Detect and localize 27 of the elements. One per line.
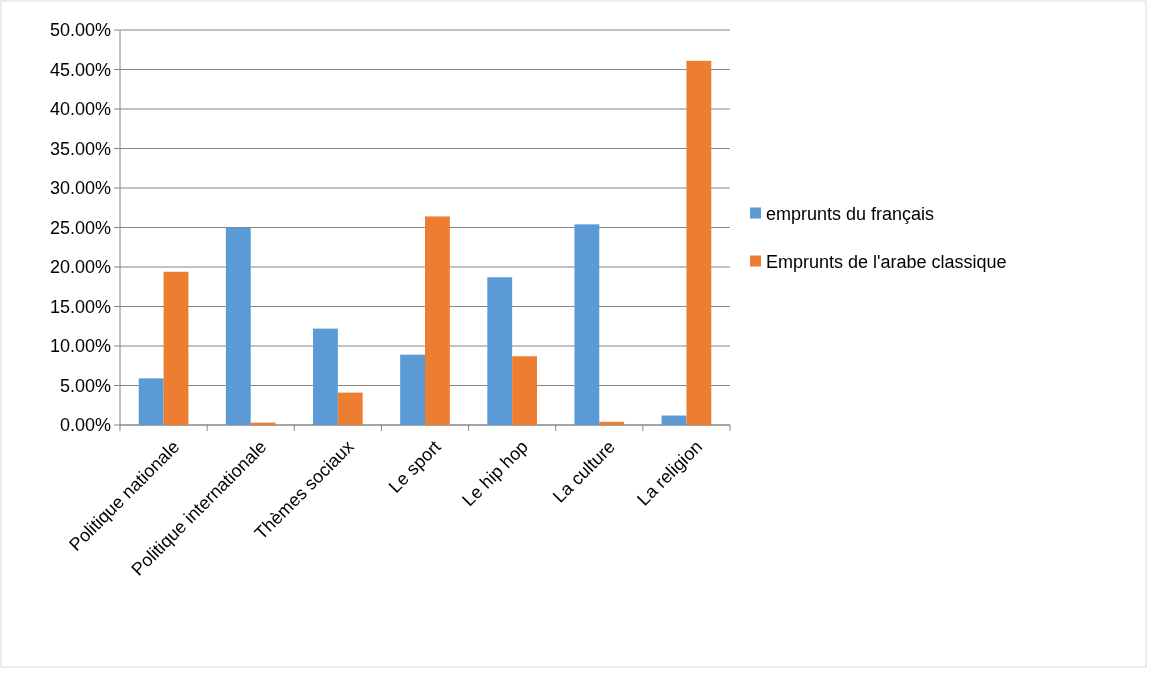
legend-label: Emprunts de l'arabe classique bbox=[766, 251, 1007, 272]
bar bbox=[686, 60, 712, 425]
y-tick-label: 15.00% bbox=[49, 296, 111, 317]
y-tick-label: 5.00% bbox=[59, 375, 111, 396]
x-tick-label: Le hip hop bbox=[458, 436, 532, 511]
bar bbox=[661, 415, 687, 425]
bar bbox=[225, 227, 251, 425]
bar bbox=[163, 271, 189, 425]
bar bbox=[337, 392, 363, 425]
legend-label: emprunts du français bbox=[766, 203, 935, 224]
bar bbox=[138, 378, 164, 425]
y-tick-label: 20.00% bbox=[49, 257, 111, 278]
y-tick-label: 50.00% bbox=[49, 20, 111, 41]
bar bbox=[599, 421, 625, 425]
y-tick-label: 25.00% bbox=[49, 217, 111, 238]
y-tick-label: 10.00% bbox=[49, 336, 111, 357]
y-tick-label: 0.00% bbox=[59, 415, 111, 436]
y-tick-label: 30.00% bbox=[49, 178, 111, 199]
bar bbox=[425, 216, 450, 425]
bar bbox=[512, 356, 537, 425]
bar bbox=[400, 354, 425, 425]
y-tick-label: 35.00% bbox=[49, 138, 111, 159]
y-tick-label: 45.00% bbox=[49, 59, 111, 80]
bar bbox=[574, 224, 600, 425]
y-tick-label: 40.00% bbox=[49, 99, 111, 120]
bar bbox=[487, 277, 513, 425]
bar bbox=[313, 328, 338, 425]
